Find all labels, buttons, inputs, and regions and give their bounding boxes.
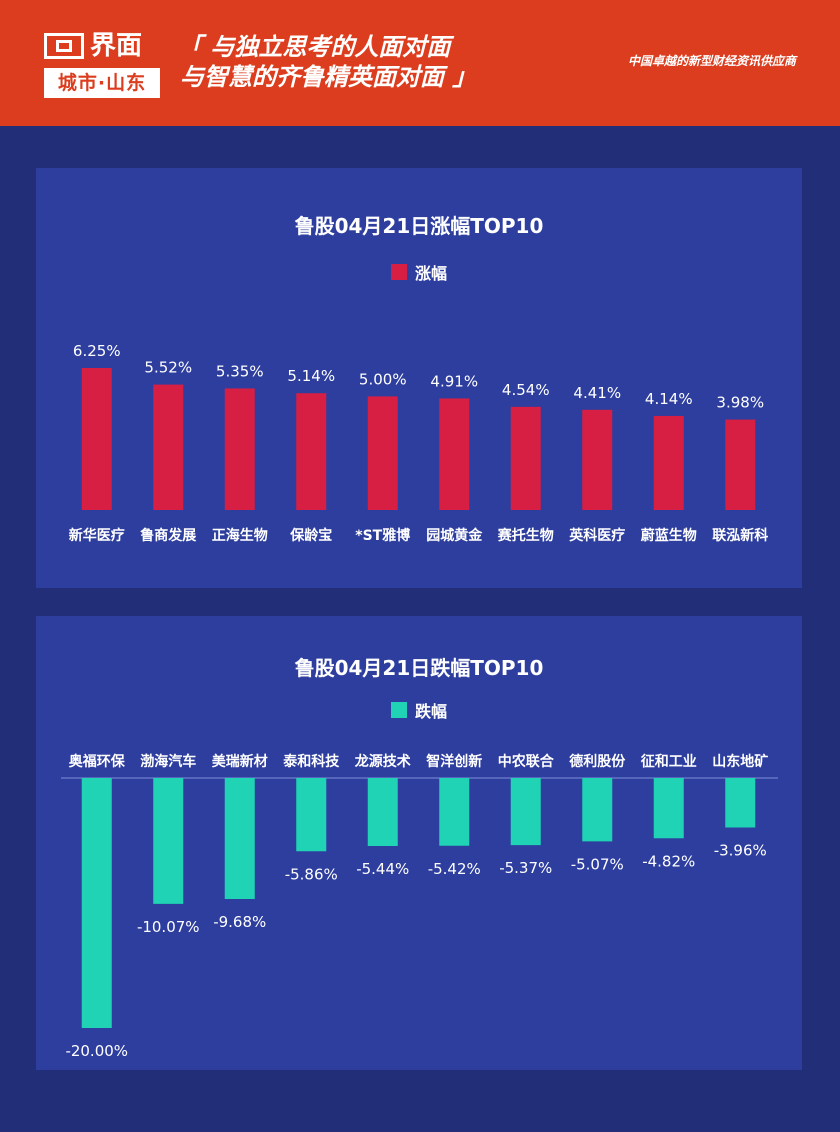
slogan-line-1: 「 与独立思考的人面对面 [178,33,451,61]
losers-category-label: 德利股份 [569,753,626,770]
losers-bar [582,778,613,842]
losers-value-label: -9.68% [213,913,266,931]
losers-category-label: 渤海汽车 [140,753,196,770]
gainers-value-label: 5.14% [287,367,335,385]
gainers-bar [439,398,470,510]
brand-name: 界面 [90,31,143,61]
gainers-legend-swatch [390,264,407,280]
gainers-category-label: 正海生物 [212,527,268,544]
gainers-value-label: 5.00% [359,370,407,388]
header-banner: 界面 城市·山东 「 与独立思考的人面对面 与智慧的齐鲁精英面对面 」 中国卓越… [0,0,840,126]
gainers-bar [367,396,398,510]
losers-value-label: -4.82% [642,852,695,870]
gainers-category-label: 园城黄金 [426,527,483,544]
losers-category-label: 奥福环保 [69,753,126,770]
losers-value-label: -5.44% [356,860,409,878]
losers-value-label: -5.42% [428,860,481,878]
losers-legend-label: 跌幅 [414,702,447,721]
gainers-value-label: 4.14% [645,390,693,408]
tagline: 中国卓越的新型财经资讯供应商 [627,54,796,68]
gainers-value-label: 4.91% [430,372,478,390]
losers-bar [725,778,756,828]
gainers-category-label: *ST雅博 [355,527,410,544]
gainers-value-label: 4.41% [573,384,621,402]
gainers-category-label: 英科医疗 [568,527,625,544]
gainers-value-label: 6.25% [73,342,121,360]
gainers-bar [653,415,684,510]
gainers-value-label: 5.52% [144,359,192,377]
losers-chart-title: 鲁股04月21日跌幅TOP10 [294,656,544,680]
losers-bar [296,778,327,852]
losers-panel: 鲁股04月21日跌幅TOP10 跌幅 -20.00% 奥福环保 -10.07% 渤海汽… [36,616,802,1070]
losers-value-label: -3.96% [714,842,767,860]
logo-mark-icon [44,33,84,59]
gainers-bar [81,368,112,510]
losers-category-label: 征和工业 [641,753,697,770]
gainers-value-label: 3.98% [716,394,764,412]
losers-category-label: 美瑞新材 [212,753,268,770]
gainers-bar [224,388,255,510]
gainers-bar [510,406,541,510]
losers-category-label: 中农联合 [498,753,555,770]
losers-value-label: -5.37% [499,859,552,877]
losers-category-label: 龙源技术 [354,753,411,770]
gainers-category-label: 联泓新科 [712,527,768,544]
losers-legend: 跌幅 [36,698,802,722]
losers-bar [153,778,184,904]
losers-chart: -20.00% 奥福环保 -10.07% 渤海汽车 -9.68% 美瑞新材 -5.86% 泰和… [61,753,778,1060]
losers-bar [367,778,398,846]
gainers-chart: 6.25% 新华医疗 5.52% 鲁商发展 5.35% 正海生物 5.14% 保龄宝 5.00%… [69,342,769,544]
losers-bar [653,778,684,839]
losers-bar [224,778,255,899]
losers-legend-swatch [390,702,407,718]
losers-bar [510,778,541,846]
losers-category-label: 智洋创新 [425,753,482,770]
gainers-value-label: 5.35% [216,362,264,380]
slogan-line-2: 与智慧的齐鲁精英面对面 」 [180,63,477,91]
losers-value-label: -20.00% [65,1042,128,1060]
gainers-bar [582,409,613,510]
gainers-bar [296,393,327,510]
losers-value-label: -5.86% [285,865,338,883]
gainers-category-label: 保龄宝 [289,527,332,544]
gainers-category-label: 新华医疗 [69,527,125,544]
gainers-legend-label: 涨幅 [414,264,447,283]
gainers-bar [153,384,184,510]
brand-logo: 界面 城市·山东 [44,28,160,100]
gainers-category-label: 蔚蓝生物 [641,527,697,544]
gainers-category-label: 赛托生物 [497,527,554,544]
gainers-value-label: 4.54% [502,381,550,399]
losers-value-label: -5.07% [571,855,624,873]
losers-bar [81,778,112,1028]
losers-category-label: 山东地矿 [712,753,768,770]
losers-bar [439,778,470,846]
losers-category-label: 泰和科技 [282,753,340,770]
brand-subtitle: 城市·山东 [44,68,160,98]
gainers-panel: 鲁股04月21日涨幅TOP10 涨幅 6.25% 新华医疗 5.52% 鲁商发展 5.3… [36,168,802,588]
gainers-legend: 涨幅 [36,260,802,284]
slogan: 「 与独立思考的人面对面 与智慧的齐鲁精英面对面 」 [178,32,476,92]
gainers-category-label: 鲁商发展 [139,527,196,544]
gainers-bar [725,419,756,510]
gainers-chart-title: 鲁股04月21日涨幅TOP10 [294,214,544,238]
losers-value-label: -10.07% [137,918,200,936]
